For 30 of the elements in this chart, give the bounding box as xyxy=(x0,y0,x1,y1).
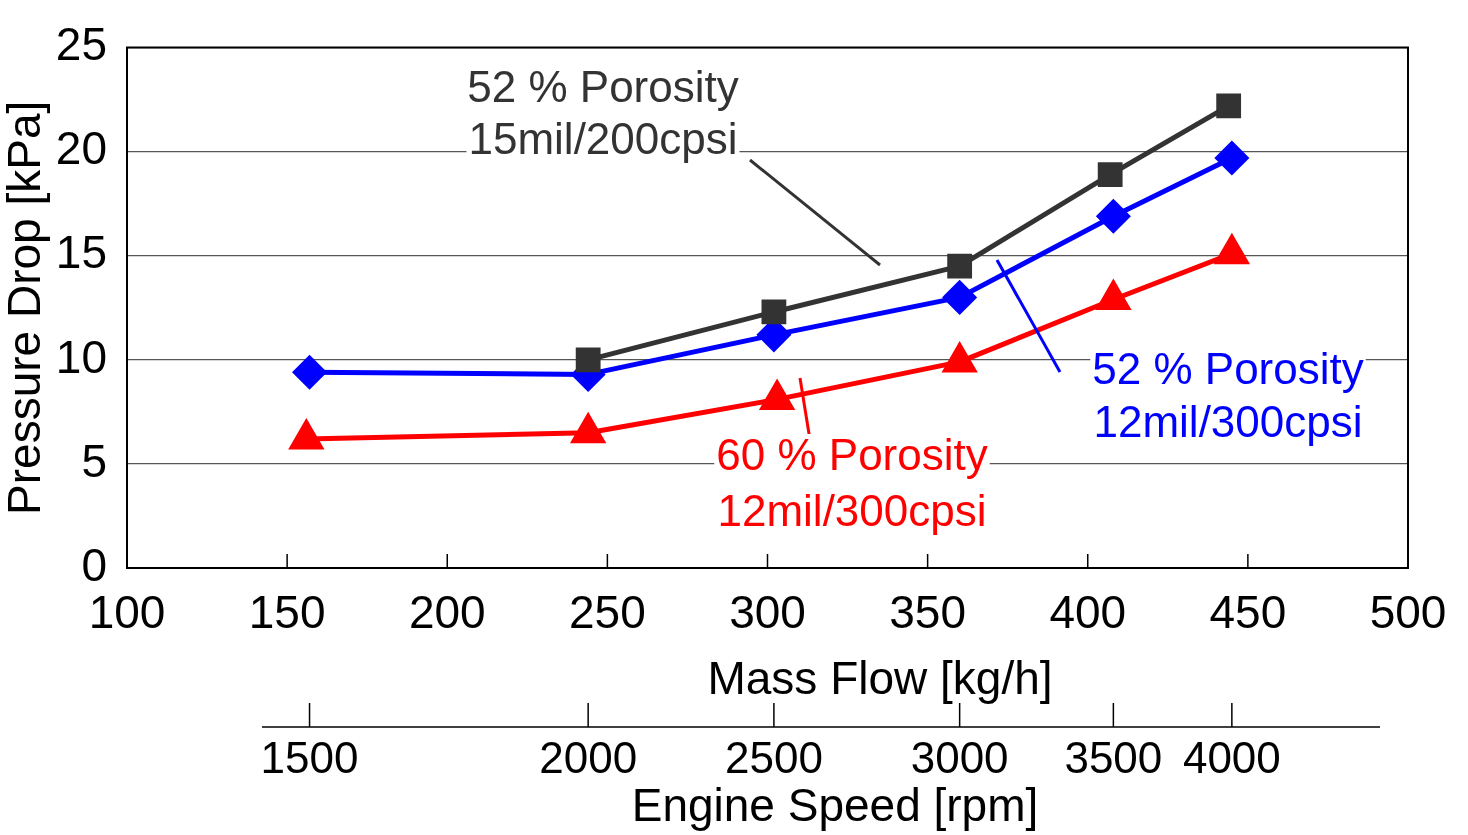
x-tick-label: 300 xyxy=(729,586,806,639)
point xyxy=(943,280,977,314)
legend-label: 60 % Porosity 12mil/300cpsi xyxy=(716,430,988,536)
x-tick-label: 200 xyxy=(408,586,486,639)
y-axis-title: Pressure Drop [kPa] xyxy=(0,100,51,515)
point xyxy=(1096,199,1130,233)
y-tick-label: 20 xyxy=(55,122,107,175)
point xyxy=(1216,93,1242,119)
text: 52 % Porosity 12mil/300cpsi xyxy=(1092,344,1364,447)
point xyxy=(947,253,973,279)
y-tick-label: 10 xyxy=(55,330,107,383)
point xyxy=(1097,162,1123,187)
x-tick-label: 400 xyxy=(1049,586,1127,639)
text: 1500 xyxy=(260,733,359,783)
text: 4000 xyxy=(1182,733,1281,783)
x-axis-title: Mass Flow [kg/h] xyxy=(707,651,1053,704)
x-tick-label: 150 xyxy=(248,586,326,639)
point xyxy=(293,355,327,389)
text: 3500 xyxy=(1064,733,1163,783)
y-tick-label: 25 xyxy=(55,18,107,71)
x-tick-label: 350 xyxy=(889,586,966,639)
point xyxy=(575,347,601,373)
x-tick-label: 500 xyxy=(1369,586,1447,639)
point xyxy=(761,299,787,325)
y-tick-label: 15 xyxy=(55,226,107,279)
x-tick-label: 450 xyxy=(1209,586,1287,639)
text: 52 % Porosity 15mil/200cpsi xyxy=(467,62,739,164)
x-tick-label: 250 xyxy=(569,586,646,639)
point xyxy=(1215,141,1249,175)
y-tick-label: 5 xyxy=(81,434,107,487)
